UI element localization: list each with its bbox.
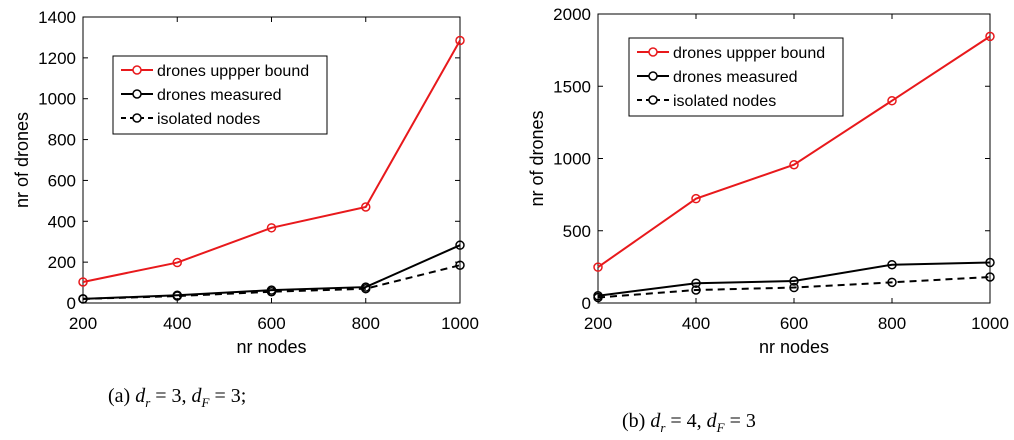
chart-b-data-point	[691, 193, 701, 204]
chart-b-series-line-1	[597, 261, 991, 297]
chart-a-y-axis-label: nr of drones	[12, 112, 32, 208]
chart-a-data-point	[361, 202, 371, 212]
chart-b-x-tick-label: 400	[682, 314, 710, 333]
chart-b-series-line-0	[597, 35, 991, 268]
chart-b-data-point	[789, 276, 799, 286]
chart-a-data-point	[78, 277, 88, 287]
chart-a-x-tick-label: 400	[163, 314, 191, 333]
chart-a-data-point	[266, 287, 277, 297]
chart-a-y-tick-label: 800	[48, 131, 76, 150]
chart-b-x-tick-label: 200	[584, 314, 612, 333]
chart-a-legend-marker-1	[132, 89, 142, 99]
chart-b-series-line-2	[597, 275, 991, 299]
chart-b-y-tick-label: 1500	[553, 77, 591, 96]
chart-b-data-point	[985, 272, 995, 282]
chart-a-legend-label-0: drones uppper bound	[157, 63, 309, 80]
chart-a-series-line-0	[82, 40, 461, 283]
chart-a-x-tick-label: 200	[69, 314, 97, 333]
chart-b-x-axis-label: nr nodes	[759, 337, 829, 357]
chart-b-data-point	[691, 285, 701, 295]
chart-a-x-tick-label: 600	[257, 314, 285, 333]
chart-a-y-tick-label: 1400	[38, 8, 76, 27]
chart-a-data-point	[455, 240, 465, 250]
chart-b-legend-marker-1	[648, 71, 658, 81]
chart-b-y-tick-label: 2000	[553, 5, 591, 24]
chart-a-x-axis-label: nr nodes	[236, 337, 306, 357]
chart-b-legend-label-1: drones measured	[673, 69, 798, 86]
chart-b-data-point	[985, 257, 995, 268]
chart-a-series-line-2	[82, 264, 461, 300]
chart-b-x-tick-label: 600	[780, 314, 808, 333]
chart-b-data-point	[789, 282, 799, 293]
chart-b-x-tick-label: 1000	[971, 314, 1009, 333]
chart-b-data-point	[887, 277, 897, 288]
chart-b-y-axis-label: nr of drones	[527, 110, 547, 206]
chart-b-data-point	[593, 292, 603, 303]
chart-b-x-tick-label: 800	[878, 314, 906, 333]
chart-a-y-tick-label: 400	[48, 212, 76, 231]
chart-b-legend-marker-2	[648, 95, 658, 105]
chart-a-x-tick-label: 1000	[441, 314, 479, 333]
chart-a-data-point	[266, 223, 277, 233]
chart-b-data-point	[789, 159, 799, 170]
chart-b-y-tick-label: 0	[582, 294, 591, 313]
chart-a-data-point	[78, 294, 88, 304]
chart-a-data-point	[361, 283, 371, 294]
caption-a: (a) dr = 3, dF = 3;	[108, 385, 247, 410]
chart-b-y-tick-label: 500	[563, 222, 591, 241]
chart-a-legend-marker-2	[132, 113, 142, 123]
chart-b-legend-label-0: drones uppper bound	[673, 45, 825, 62]
chart-a-y-tick-label: 1200	[38, 49, 76, 68]
chart-b-data-point	[887, 259, 897, 270]
chart-b-legend-label-2: isolated nodes	[673, 93, 776, 110]
chart-a-x-tick-label: 800	[352, 314, 380, 333]
chart-a-legend-label-2: isolated nodes	[157, 111, 260, 128]
chart-b-y-tick-label: 1000	[553, 150, 591, 169]
chart-a-data-point	[455, 35, 465, 46]
chart-b-data-point	[691, 278, 701, 288]
chart-a-legend-marker-0	[132, 65, 142, 75]
chart-b-data-point	[593, 262, 603, 272]
chart-a-data-point	[172, 291, 182, 301]
chart-a-data-point	[455, 260, 465, 270]
caption-b: (b) dr = 4, dF = 3	[622, 410, 756, 435]
chart-a-y-tick-label: 200	[48, 253, 76, 272]
chart-a-y-tick-label: 600	[48, 171, 76, 190]
chart-b-data-point	[985, 31, 995, 42]
chart-a-y-tick-label: 0	[67, 294, 76, 313]
chart-a-data-point	[172, 257, 182, 268]
chart-b-legend-marker-0	[648, 47, 658, 57]
chart-b-data-point	[887, 95, 897, 106]
chart-a-legend-label-1: drones measured	[157, 87, 282, 104]
chart-a-y-tick-label: 1000	[38, 90, 76, 109]
